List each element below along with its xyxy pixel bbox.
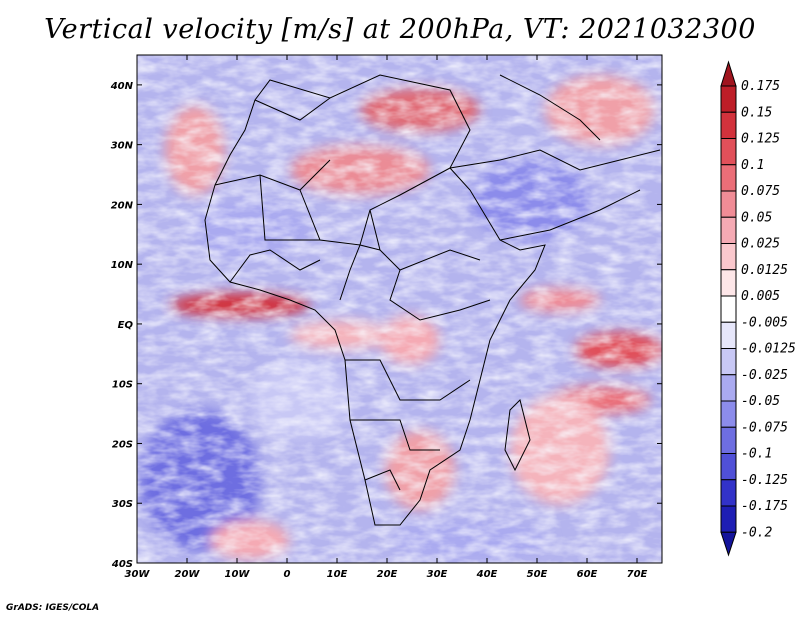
colorbar-level-label: 0.1 — [741, 158, 764, 173]
colorbar-swatch — [720, 85, 737, 113]
lon-tick-label: 70E — [627, 569, 648, 580]
colorbar-swatch — [720, 426, 737, 454]
lat-tick-label: EQ — [118, 320, 134, 331]
colorbar: 0.175 0.15 0.125 0.1 0.075 0.05 0.025 0.0125 0.0… — [720, 60, 796, 557]
plot-frame — [136, 54, 663, 564]
lon-tick-label: 20W — [175, 569, 201, 580]
lat-tick-label: 10S — [112, 380, 133, 391]
colorbar-swatch — [720, 190, 737, 218]
lon-tick-label: 0 — [284, 569, 291, 580]
colorbar-swatch — [720, 243, 737, 271]
colorbar-level-label: -0.175 — [741, 499, 788, 514]
colorbar-level-label: 0.15 — [741, 105, 772, 120]
colorbar-level-label: 0.0125 — [741, 263, 788, 278]
colorbar-level-label: -0.1 — [741, 447, 772, 462]
colorbar-swatch — [720, 400, 737, 428]
colorbar-level-label: 0.05 — [741, 210, 772, 225]
colorbar-level-label: -0.0125 — [741, 342, 796, 357]
country-borders — [204, 74, 661, 526]
colorbar-swatch — [720, 216, 737, 244]
colorbar-level-label: -0.05 — [741, 394, 780, 409]
lat-tick-label: 30N — [111, 141, 134, 152]
colorbar-swatch — [720, 374, 737, 402]
map-title: Vertical velocity [m/s] at 200hPa, VT: 2… — [44, 14, 756, 45]
lon-tick-label: 30E — [427, 569, 448, 580]
lat-tick-label: 20S — [112, 439, 133, 450]
colorbar-swatch — [720, 348, 737, 376]
axis-ticks: 30W 20W 10W 0 10E 20E 30E 40E 50E 60E 70E 40N 30N 20N… — [110, 55, 662, 580]
colorbar-level-label: -0.2 — [741, 525, 772, 540]
colorbar-level-label: -0.005 — [741, 315, 788, 330]
colorbar-level-label: -0.025 — [741, 368, 788, 383]
lon-tick-label: 30W — [125, 569, 151, 580]
colorbar-level-label: 0.005 — [741, 289, 780, 304]
lon-tick-label: 50E — [527, 569, 548, 580]
colorbar-swatch — [720, 295, 737, 323]
lat-tick-label: 30S — [112, 499, 133, 510]
colorbar-swatch — [720, 111, 737, 139]
lat-tick-label: 40S — [111, 559, 133, 570]
colorbar-swatch — [720, 269, 737, 297]
plot-area — [137, 55, 662, 563]
footer-credit: GrADS: IGES/COLA — [6, 603, 100, 613]
lon-tick-label: 10E — [327, 569, 348, 580]
lon-tick-label: 40E — [476, 569, 498, 580]
colorbar-level-label: -0.075 — [741, 420, 788, 435]
lat-tick-label: 10N — [111, 260, 134, 271]
lon-tick-label: 10W — [225, 569, 251, 580]
colorbar-level-label: -0.125 — [741, 473, 788, 488]
colorbar-swatch — [720, 453, 737, 481]
colorbar-swatch — [720, 138, 737, 166]
colorbar-level-label: 0.175 — [741, 79, 780, 94]
colorbar-overflow-top — [720, 60, 737, 87]
colorbar-swatch — [720, 164, 737, 192]
colorbar-level-label: 0.025 — [741, 237, 780, 252]
lat-tick-label: 40N — [110, 81, 134, 92]
lon-tick-label: 20E — [377, 569, 398, 580]
colorbar-level-label: 0.125 — [741, 132, 780, 147]
colorbar-overflow-bottom — [720, 531, 737, 557]
lon-tick-label: 60E — [577, 569, 598, 580]
colorbar-swatch — [720, 479, 737, 507]
colorbar-swatch — [720, 505, 737, 533]
colorbar-level-label: 0.075 — [741, 184, 780, 199]
field-texture — [137, 55, 662, 563]
colorbar-swatch — [720, 321, 737, 349]
lat-tick-label: 20N — [111, 200, 134, 211]
